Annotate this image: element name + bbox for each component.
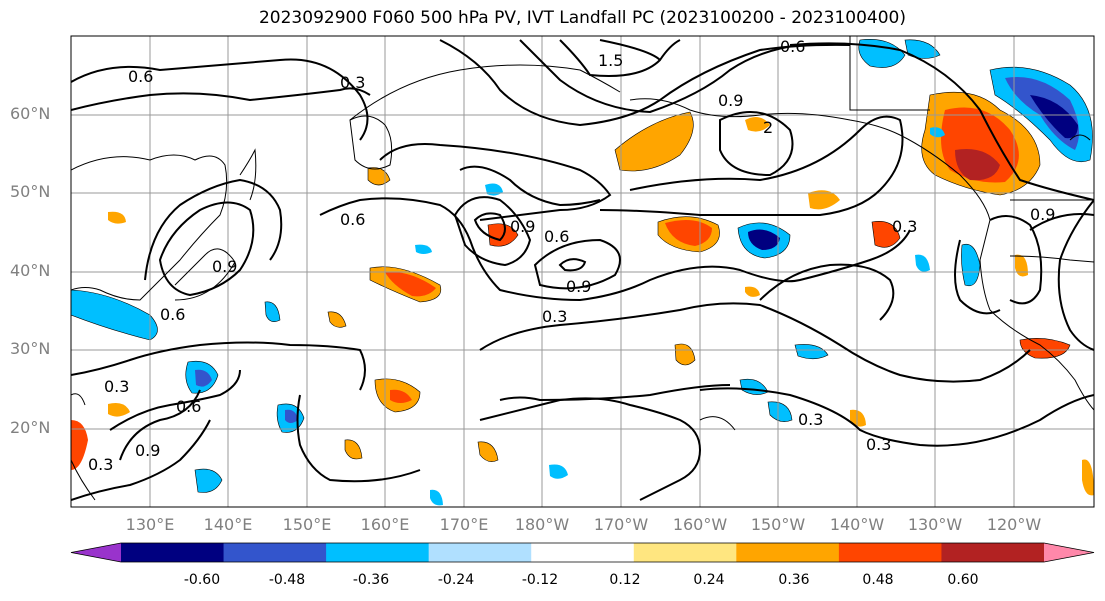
colorbar-tick-label: 0.60 [947,572,979,588]
colorbar-segment [326,543,430,562]
contour-label: 0.3 [798,410,823,429]
colorbar-extend-min [71,543,121,562]
colorbar-segment [428,543,532,562]
lat-label: 40°N [10,261,51,280]
colorbar-outline [70,542,1095,563]
colorbar [70,542,1095,563]
plot-area: 0.6 0.3 1.5 0.9 0.6 2 0.6 0.9 0.6 0.9 0.… [71,36,1094,507]
contour-label: 0.3 [340,73,365,92]
colorbar-segment [633,543,737,562]
lon-label: 180°W [514,515,570,534]
map-title: 2023092900 F060 500 hPa PV, IVT Landfall… [258,8,906,28]
contour-label: 0.6 [340,210,365,229]
coastlines [71,36,1094,501]
colorbar-tick-label: -0.60 [183,572,221,588]
contour-label: 0.3 [104,377,129,396]
lon-label: 170°E [439,515,489,534]
lat-label: 20°N [10,418,51,437]
contour-label: 0.6 [544,227,569,246]
colorbar-segment [531,543,635,562]
colorbar-segment [121,543,225,562]
colorbar-extend-max [1044,543,1094,562]
colorbar-segment [941,543,1045,562]
colorbar-tick-label: 0.12 [609,572,641,588]
contour-label: 2 [763,118,773,137]
lon-label: 160°W [672,515,728,534]
contour-labels: 0.6 0.3 1.5 0.9 0.6 2 0.6 0.9 0.6 0.9 0.… [88,37,1055,474]
colorbar-tick-label: 0.48 [862,572,894,588]
contour-label: 0.6 [128,67,153,86]
colorbar-tick-label: 0.36 [778,572,810,588]
contour-label: 0.9 [566,277,591,296]
contour-label: 0.9 [1030,205,1055,224]
shaded-field [71,39,1094,506]
pv-contours [71,39,1094,501]
plot-frame [70,35,1095,508]
colorbar-segment [838,543,942,562]
contour-label: 0.9 [212,257,237,276]
contour-label: 0.3 [88,455,113,474]
contour-label: 0.9 [718,91,743,110]
lon-label: 130°W [907,515,963,534]
lon-label: 150°E [282,515,332,534]
contour-label: 0.6 [176,397,201,416]
contour-label: 0.9 [510,217,535,236]
lon-label: 150°W [750,515,806,534]
graticule [71,36,1094,507]
lon-label: 160°E [360,515,410,534]
contour-label: 0.9 [135,441,160,460]
contour-label: 0.3 [866,435,891,454]
lat-label: 60°N [10,104,51,123]
contour-label: 0.3 [542,307,567,326]
colorbar-tick-label: -0.36 [352,572,390,588]
lon-label: 120°W [986,515,1042,534]
colorbar-segment [736,543,840,562]
contour-label: 0.6 [780,37,805,56]
lat-label: 30°N [10,339,51,358]
colorbar-tick-label: -0.24 [437,572,475,588]
contour-label: 0.3 [892,217,917,236]
contour-label: 1.5 [598,51,623,70]
contour-label: 0.6 [160,305,185,324]
lon-label: 170°W [593,515,649,534]
lon-label: 130°E [125,515,175,534]
colorbar-tick-label: -0.12 [521,572,559,588]
lon-label: 140°E [203,515,253,534]
colorbar-tick-label: 0.24 [693,572,725,588]
colorbar-segment [223,543,327,562]
colorbar-tick-label: -0.48 [268,572,306,588]
lon-label: 140°W [829,515,885,534]
lat-label: 50°N [10,182,51,201]
